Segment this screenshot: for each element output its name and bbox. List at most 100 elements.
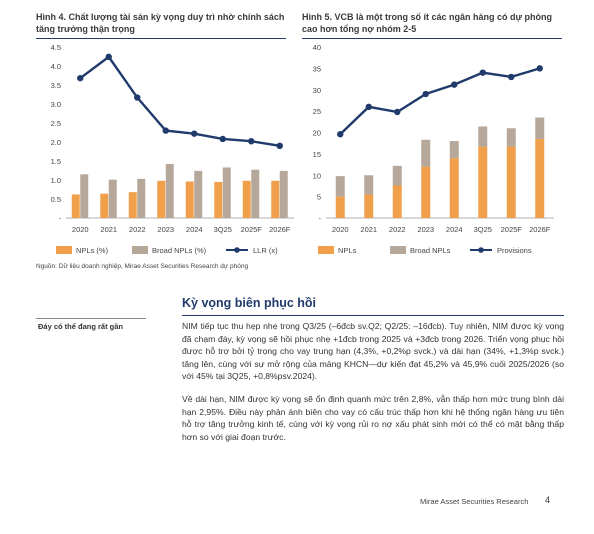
- x-tick-label: 2022: [129, 225, 146, 234]
- line-point: [219, 135, 226, 143]
- line-point: [422, 90, 429, 98]
- line-point: [479, 69, 486, 76]
- line-point: [77, 74, 84, 82]
- legend-swatch: [318, 246, 334, 254]
- line-point: [162, 127, 169, 134]
- legend-swatch: [56, 246, 72, 254]
- y-tick-label: 15: [313, 150, 321, 159]
- x-tick-label: 2026F: [269, 225, 291, 234]
- y-tick-label: -: [59, 214, 62, 223]
- bar-broad-npls-: [194, 170, 203, 218]
- y-tick-label: 4.5: [51, 43, 61, 52]
- bar-broad-npls: [421, 139, 431, 167]
- y-tick-label: 4.0: [51, 62, 61, 71]
- line-point: [508, 73, 515, 81]
- x-tick-label: 3Q25: [474, 225, 492, 234]
- line-point: [337, 131, 344, 138]
- bar-broad-npls: [478, 126, 488, 147]
- y-tick-label: 35: [313, 64, 321, 73]
- bar-npls-: [242, 180, 251, 218]
- x-tick-label: 2022: [389, 225, 406, 234]
- line-point: [191, 130, 198, 137]
- line-point: [276, 142, 283, 149]
- bar-npls: [392, 185, 402, 218]
- bar-broad-npls-: [80, 174, 89, 218]
- bar-npls-: [185, 181, 194, 218]
- bar-npls: [364, 194, 374, 218]
- x-tick-label: 2024: [186, 225, 203, 234]
- paragraph: Về dài hạn, NIM được kỳ vọng sẽ ổn định …: [182, 394, 564, 442]
- x-tick-label: 2020: [332, 225, 349, 234]
- y-tick-label: 2.0: [51, 138, 61, 147]
- legend-label: NPLs (%): [76, 246, 109, 255]
- bar-broad-npls: [449, 141, 459, 159]
- footer-text: Mirae Asset Securities Research: [420, 497, 529, 506]
- bar-npls-: [271, 180, 280, 218]
- line-point: [365, 103, 372, 111]
- x-tick-label: 2026F: [529, 225, 551, 234]
- legend-label: LLR (x): [253, 246, 278, 255]
- legend-marker: [234, 247, 240, 253]
- x-tick-label: 2025F: [241, 225, 263, 234]
- section-heading: Kỳ vọng biên phục hồi: [182, 296, 317, 310]
- bar-npls: [421, 166, 431, 218]
- x-tick-label: 3Q25: [214, 225, 232, 234]
- bar-broad-npls: [364, 175, 374, 195]
- x-tick-label: 2021: [100, 225, 117, 234]
- x-tick-label: 2021: [360, 225, 377, 234]
- legend-swatch: [390, 246, 406, 254]
- bar-npls: [449, 158, 459, 218]
- page-number: 4: [545, 495, 551, 505]
- x-tick-label: 2025F: [501, 225, 523, 234]
- y-tick-label: -: [319, 214, 322, 223]
- line-point: [394, 108, 401, 116]
- line-point: [134, 94, 141, 101]
- y-tick-label: 2.5: [51, 119, 61, 128]
- y-tick-label: 3.0: [51, 100, 61, 109]
- line-llr-x-: [79, 55, 280, 147]
- y-tick-label: 30: [313, 86, 321, 95]
- x-tick-label: 2023: [417, 225, 434, 234]
- line-point: [536, 65, 543, 72]
- bar-broad-npls-: [137, 178, 146, 218]
- line-point: [451, 81, 458, 88]
- bar-broad-npls-: [108, 179, 117, 218]
- bar-broad-npls-: [222, 167, 231, 218]
- bar-npls-: [157, 180, 166, 218]
- y-tick-label: 0.5: [51, 195, 61, 204]
- y-tick-label: 25: [313, 107, 321, 116]
- y-tick-label: 1.5: [51, 157, 61, 166]
- bar-npls-: [71, 194, 80, 218]
- bar-broad-npls: [506, 128, 516, 147]
- bar-broad-npls: [535, 117, 545, 139]
- bar-npls-: [128, 192, 137, 218]
- legend-marker: [478, 247, 484, 253]
- y-tick-label: 1.0: [51, 176, 61, 185]
- bar-broad-npls-: [165, 164, 174, 218]
- figure-5-rule: [302, 38, 562, 39]
- section-rule: [182, 315, 564, 316]
- y-tick-label: 10: [313, 171, 321, 180]
- figure-4-rule: [36, 38, 286, 39]
- line-point: [248, 138, 255, 145]
- line-point: [105, 53, 112, 61]
- bar-broad-npls: [335, 176, 345, 197]
- source-note: Nguồn: Dữ liệu doanh nghiệp, Mirae Asset…: [36, 263, 249, 270]
- paragraph: NIM tiếp tục thu hẹp nhẹ trong Q3/25 (–6…: [182, 321, 564, 382]
- legend-label: Broad NPLs (%): [152, 246, 207, 255]
- y-tick-label: 5: [317, 193, 321, 202]
- x-tick-label: 2020: [72, 225, 89, 234]
- bar-broad-npls: [392, 165, 402, 186]
- y-tick-label: 20: [313, 129, 321, 138]
- legend-label: NPLs: [338, 246, 357, 255]
- bar-broad-npls-: [279, 170, 288, 218]
- bar-broad-npls-: [251, 169, 260, 218]
- figure-4-title: Hình 4. Chất lượng tài sản kỳ vọng duy t…: [36, 12, 285, 34]
- bar-npls-: [100, 193, 109, 218]
- x-tick-label: 2023: [157, 225, 174, 234]
- provisions-chart: 40 35 30 25 20 15 10 5 - 2020 2021 2022 2023 2024 3Q25…: [313, 43, 554, 255]
- asset-quality-chart: 4.5 4.0 3.5 3.0 2.5 2.0 1.5 1.0 0.5 - 2020 2021 2022…: [51, 43, 294, 255]
- y-tick-label: 3.5: [51, 81, 61, 90]
- line-provisions: [339, 67, 541, 136]
- bar-npls: [335, 196, 345, 218]
